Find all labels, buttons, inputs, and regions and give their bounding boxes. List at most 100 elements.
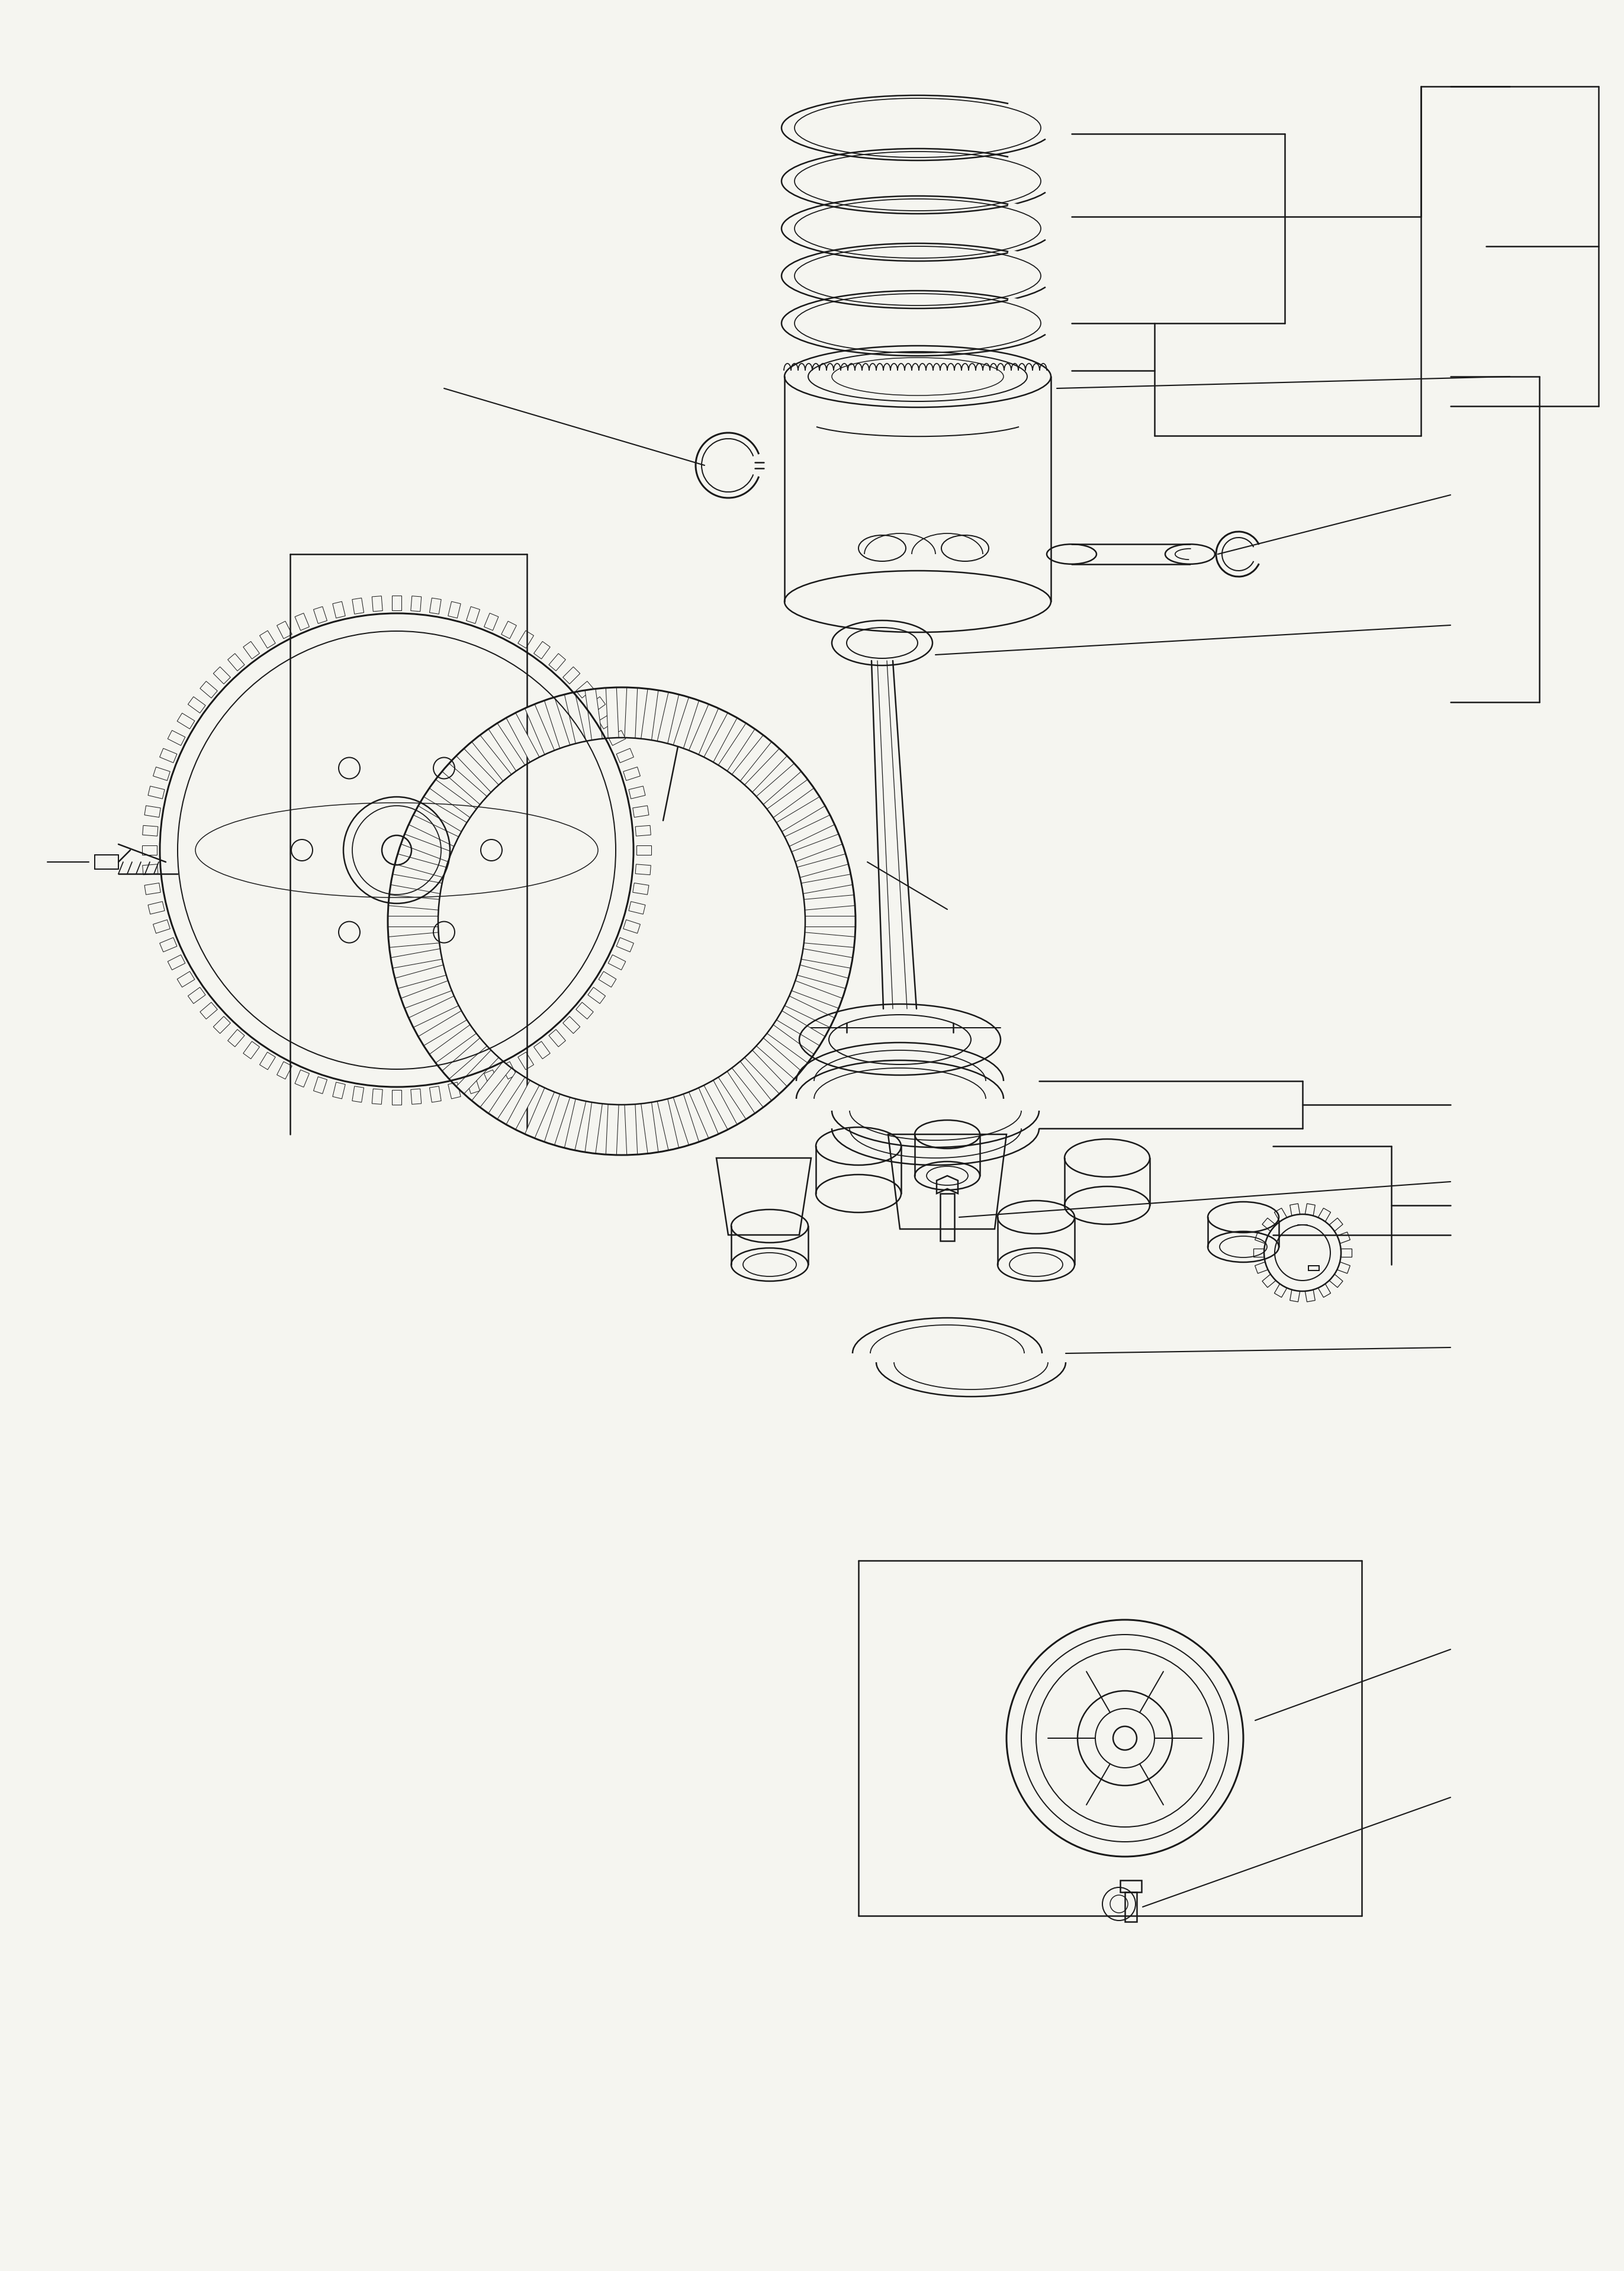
Polygon shape	[296, 613, 309, 631]
Polygon shape	[617, 938, 633, 952]
Polygon shape	[791, 981, 843, 1008]
Polygon shape	[456, 1051, 499, 1095]
Polygon shape	[145, 883, 161, 895]
Polygon shape	[804, 933, 856, 947]
Polygon shape	[411, 597, 421, 611]
Polygon shape	[489, 1072, 525, 1120]
Polygon shape	[791, 833, 843, 863]
Polygon shape	[244, 1042, 260, 1058]
Polygon shape	[607, 731, 625, 745]
Polygon shape	[213, 668, 231, 684]
Polygon shape	[577, 1002, 593, 1020]
Polygon shape	[200, 681, 218, 699]
Polygon shape	[442, 1038, 487, 1079]
Polygon shape	[1306, 1290, 1315, 1301]
Polygon shape	[1275, 1208, 1286, 1222]
Polygon shape	[703, 713, 737, 763]
Polygon shape	[466, 606, 479, 625]
Polygon shape	[1262, 1217, 1276, 1231]
Polygon shape	[606, 688, 619, 738]
Polygon shape	[260, 631, 276, 650]
Polygon shape	[456, 749, 499, 793]
Polygon shape	[148, 786, 164, 799]
Polygon shape	[177, 972, 195, 988]
Polygon shape	[352, 1086, 364, 1104]
Polygon shape	[167, 731, 185, 745]
Polygon shape	[395, 965, 447, 988]
Polygon shape	[372, 1090, 383, 1104]
Polygon shape	[599, 972, 615, 988]
Polygon shape	[637, 845, 651, 856]
Bar	[1121, 1880, 1142, 1892]
Polygon shape	[1319, 1283, 1330, 1297]
Polygon shape	[534, 1042, 551, 1058]
Polygon shape	[409, 815, 458, 847]
Polygon shape	[352, 597, 364, 615]
Polygon shape	[588, 697, 606, 713]
Polygon shape	[388, 915, 438, 927]
Polygon shape	[635, 827, 651, 836]
Polygon shape	[635, 865, 651, 874]
Polygon shape	[518, 1051, 534, 1070]
Polygon shape	[409, 997, 458, 1029]
Polygon shape	[658, 693, 679, 745]
Polygon shape	[518, 631, 534, 650]
Polygon shape	[674, 1095, 698, 1145]
Polygon shape	[1275, 1283, 1286, 1297]
Polygon shape	[641, 1104, 658, 1154]
Polygon shape	[801, 874, 853, 895]
Polygon shape	[448, 602, 461, 618]
Polygon shape	[607, 956, 625, 970]
Polygon shape	[466, 1076, 479, 1095]
Polygon shape	[395, 854, 447, 879]
Polygon shape	[388, 933, 440, 947]
Polygon shape	[624, 920, 640, 933]
Polygon shape	[429, 1024, 476, 1063]
Polygon shape	[767, 779, 814, 818]
Polygon shape	[502, 622, 516, 638]
Polygon shape	[484, 613, 499, 631]
Polygon shape	[674, 697, 698, 749]
Polygon shape	[391, 595, 401, 611]
Polygon shape	[372, 597, 383, 611]
Polygon shape	[564, 668, 580, 684]
Polygon shape	[732, 736, 771, 781]
Polygon shape	[188, 697, 206, 713]
Polygon shape	[1289, 1204, 1299, 1215]
Polygon shape	[145, 806, 161, 818]
Polygon shape	[806, 915, 856, 927]
Polygon shape	[703, 1081, 737, 1131]
Polygon shape	[507, 1081, 539, 1131]
Polygon shape	[544, 1095, 570, 1145]
Polygon shape	[1255, 1263, 1268, 1274]
Polygon shape	[767, 1024, 814, 1063]
Polygon shape	[549, 654, 565, 672]
Polygon shape	[333, 1083, 346, 1099]
Bar	[1125, 1892, 1137, 1921]
Polygon shape	[276, 1063, 292, 1079]
Polygon shape	[148, 902, 164, 915]
Polygon shape	[745, 1051, 788, 1095]
Polygon shape	[442, 763, 487, 804]
Polygon shape	[159, 749, 177, 763]
Polygon shape	[177, 713, 195, 729]
Polygon shape	[757, 1038, 801, 1079]
Polygon shape	[200, 1002, 218, 1020]
Polygon shape	[391, 949, 442, 967]
Polygon shape	[489, 724, 525, 772]
Polygon shape	[624, 768, 640, 781]
Polygon shape	[333, 602, 346, 618]
Bar	[1309, 1265, 1319, 1272]
Polygon shape	[617, 749, 633, 763]
Polygon shape	[1330, 1217, 1343, 1231]
Polygon shape	[588, 988, 606, 1004]
Polygon shape	[1306, 1204, 1315, 1215]
Polygon shape	[1341, 1249, 1351, 1258]
Polygon shape	[718, 1072, 755, 1120]
Polygon shape	[1337, 1233, 1350, 1245]
Polygon shape	[1255, 1233, 1268, 1245]
Polygon shape	[153, 768, 171, 781]
Polygon shape	[801, 949, 853, 967]
Polygon shape	[784, 997, 835, 1029]
Polygon shape	[260, 1051, 276, 1070]
